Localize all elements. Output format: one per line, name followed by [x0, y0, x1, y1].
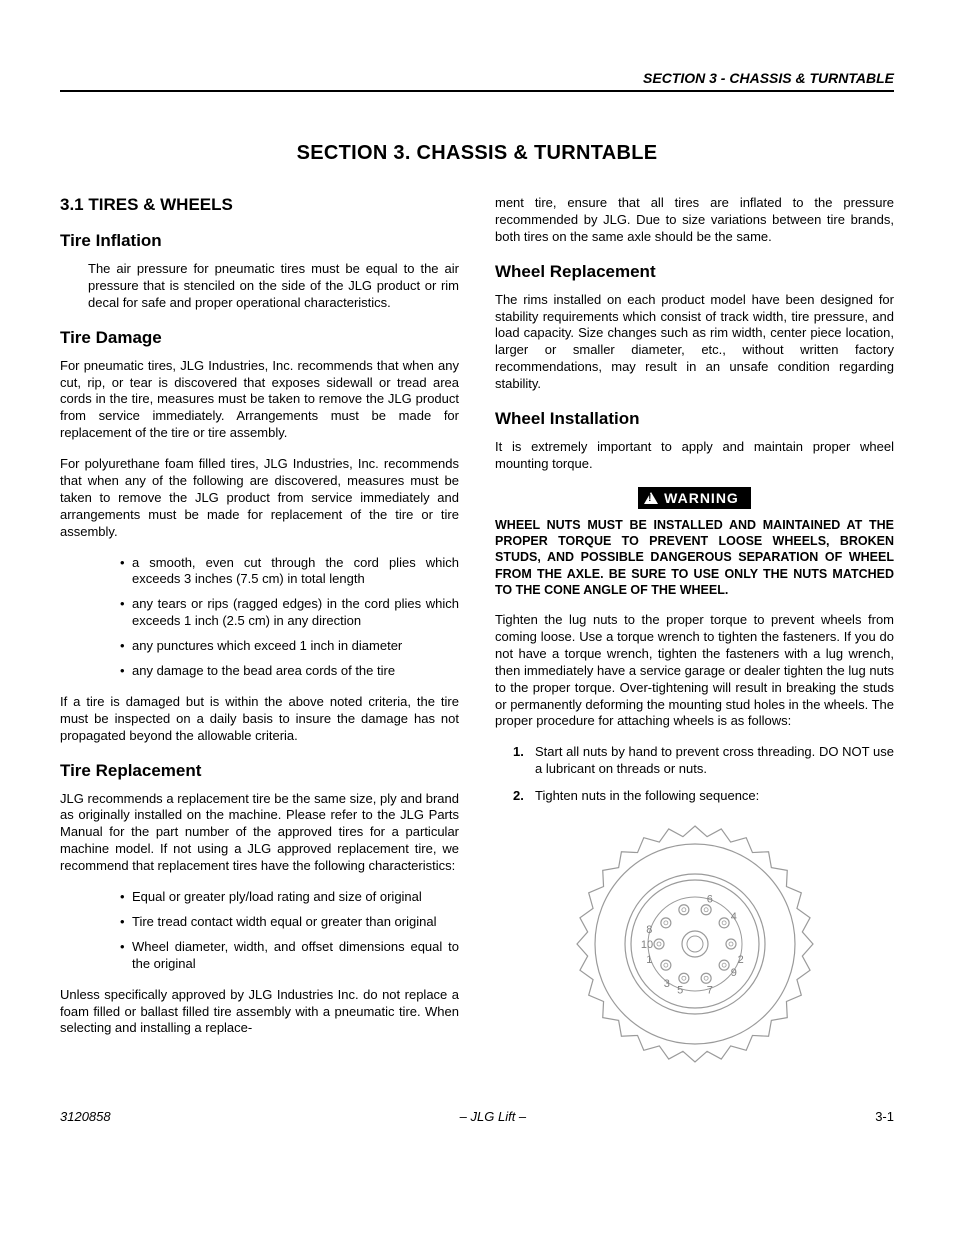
list-item: any punctures which exceed 1 inch in dia…: [120, 638, 459, 655]
para-tire-damage-1: For pneumatic tires, JLG Industries, Inc…: [60, 358, 459, 442]
step-text: Tighten nuts in the following sequence:: [535, 788, 759, 803]
left-column: 3.1 TIRES & WHEELS Tire Inflation The ai…: [60, 195, 459, 1069]
para-tire-replace-1: JLG recommends a replacement tire be the…: [60, 791, 459, 875]
heading-tires-wheels: 3.1 TIRES & WHEELS: [60, 195, 459, 215]
page-footer: 3120858 – JLG Lift – 3-1: [60, 1109, 894, 1124]
para-tire-damage-2: For polyurethane foam filled tires, JLG …: [60, 456, 459, 540]
list-item: Tire tread contact width equal or greate…: [120, 914, 459, 931]
tire-replace-bullets: Equal or greater ply/load rating and siz…: [120, 889, 459, 973]
list-item: Wheel diameter, width, and offset dimens…: [120, 939, 459, 973]
para-wheel-install-1: It is extremely important to apply and m…: [495, 439, 894, 473]
para-tire-inflation: The air pressure for pneumatic tires mus…: [88, 261, 459, 312]
section-title: SECTION 3. CHASSIS & TURNTABLE: [60, 142, 894, 165]
warning-triangle-icon: [644, 492, 658, 504]
step-text: Start all nuts by hand to prevent cross …: [535, 744, 894, 776]
list-item: 1.Start all nuts by hand to prevent cros…: [513, 744, 894, 778]
svg-text:8: 8: [646, 924, 652, 936]
heading-tire-damage: Tire Damage: [60, 328, 459, 348]
heading-wheel-installation: Wheel Installation: [495, 409, 894, 429]
running-head: SECTION 3 - CHASSIS & TURNTABLE: [60, 70, 894, 92]
para-wheel-replace: The rims installed on each product model…: [495, 292, 894, 393]
right-column: ment tire, ensure that all tires are inf…: [495, 195, 894, 1069]
warning-label: WARNING: [664, 490, 739, 506]
list-item: 2.Tighten nuts in the following sequence…: [513, 788, 894, 805]
list-item: a smooth, even cut through the cord plie…: [120, 555, 459, 589]
list-item: Equal or greater ply/load rating and siz…: [120, 889, 459, 906]
warning-text: WHEEL NUTS MUST BE INSTALLED AND MAINTAI…: [495, 517, 894, 598]
svg-text:7: 7: [706, 985, 712, 997]
svg-text:3: 3: [663, 978, 669, 990]
warning-badge: WARNING: [638, 487, 751, 509]
list-item: any damage to the bead area cords of the…: [120, 663, 459, 680]
svg-text:10: 10: [640, 939, 652, 951]
svg-text:4: 4: [730, 911, 736, 923]
two-column-layout: 3.1 TIRES & WHEELS Tire Inflation The ai…: [60, 195, 894, 1069]
warning-badge-wrap: WARNING: [495, 487, 894, 509]
footer-doc-number: 3120858: [60, 1109, 111, 1124]
wheel-install-steps: 1.Start all nuts by hand to prevent cros…: [513, 744, 894, 805]
para-tire-damage-3: If a tire is damaged but is within the a…: [60, 694, 459, 745]
list-item: any tears or rips (ragged edges) in the …: [120, 596, 459, 630]
para-tire-replace-2: Unless specifically approved by JLG Indu…: [60, 987, 459, 1038]
tire-damage-bullets: a smooth, even cut through the cord plie…: [120, 555, 459, 680]
svg-text:6: 6: [706, 893, 712, 905]
heading-tire-replacement: Tire Replacement: [60, 761, 459, 781]
para-tire-replace-cont: ment tire, ensure that all tires are inf…: [495, 195, 894, 246]
svg-text:5: 5: [677, 985, 683, 997]
footer-center: – JLG Lift –: [460, 1109, 526, 1124]
svg-text:1: 1: [646, 954, 652, 966]
footer-page-number: 3-1: [875, 1109, 894, 1124]
wheel-torque-diagram: 1 8 6 4 29 7 53 10: [570, 819, 820, 1069]
heading-tire-inflation: Tire Inflation: [60, 231, 459, 251]
svg-text:9: 9: [730, 967, 736, 979]
para-wheel-install-2: Tighten the lug nuts to the proper torqu…: [495, 612, 894, 730]
heading-wheel-replacement: Wheel Replacement: [495, 262, 894, 282]
svg-text:2: 2: [737, 954, 743, 966]
